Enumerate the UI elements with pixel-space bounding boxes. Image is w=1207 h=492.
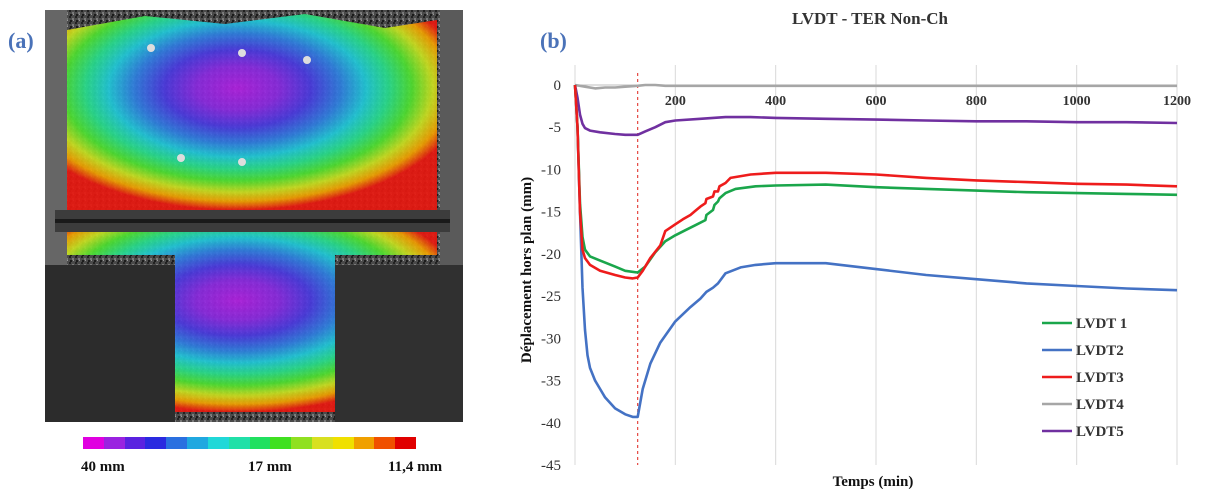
y-axis-label: Déplacement hors plan (mm) bbox=[519, 177, 535, 363]
displacement-field-svg bbox=[45, 10, 463, 422]
y-tick-label: -35 bbox=[541, 374, 561, 390]
colorbar-swatch bbox=[291, 437, 312, 449]
y-tick-label: -10 bbox=[541, 162, 561, 178]
colorbar-mid-label: 17 mm bbox=[248, 459, 292, 475]
colorbar-min-label: 40 mm bbox=[81, 459, 125, 475]
x-tick-label: 400 bbox=[765, 94, 786, 109]
colorbar-swatch bbox=[228, 437, 250, 449]
x-tick-label: 800 bbox=[966, 94, 987, 109]
colorbar-swatch bbox=[103, 437, 125, 449]
y-tick-label: -15 bbox=[541, 205, 561, 221]
colorbar-swatch bbox=[311, 437, 333, 449]
colorbar-max-label: 11,4 mm bbox=[388, 459, 443, 475]
panel-b-label: (b) bbox=[540, 28, 567, 53]
legend-label: LVDT5 bbox=[1076, 424, 1124, 440]
colorbar-swatch bbox=[249, 437, 271, 449]
y-tick-label: -20 bbox=[541, 247, 561, 263]
colorbar-swatch bbox=[353, 437, 375, 449]
colorbar bbox=[83, 437, 416, 449]
y-tick-label: -45 bbox=[541, 458, 561, 474]
series-line-lvdt2 bbox=[573, 84, 1178, 419]
colorbar-swatch bbox=[145, 437, 167, 449]
x-tick-label: 200 bbox=[665, 94, 686, 109]
y-tick-label: -5 bbox=[549, 120, 562, 136]
colorbar-swatch bbox=[124, 437, 146, 449]
colorbar-swatch bbox=[395, 437, 416, 449]
y-tick-label: -25 bbox=[541, 289, 561, 305]
displacement-field-image bbox=[45, 10, 463, 422]
y-tick-label: 0 bbox=[554, 78, 562, 94]
x-tick-label: 1200 bbox=[1163, 94, 1191, 109]
colorbar-swatch bbox=[83, 437, 104, 449]
chart-title: LVDT - TER Non-Ch bbox=[792, 9, 949, 28]
x-tick-label: 1000 bbox=[1063, 94, 1091, 109]
y-tick-label: -30 bbox=[541, 331, 561, 347]
series-line-lvdt4 bbox=[574, 83, 1177, 90]
colorbar-swatch bbox=[207, 437, 229, 449]
colorbar-swatch bbox=[270, 437, 292, 449]
colorbar-swatch bbox=[332, 437, 354, 449]
x-axis-label: Temps (min) bbox=[833, 474, 914, 490]
y-ticks: 0 -5 -10 -15 -20 -25 -30 -35 -40 -45 bbox=[541, 78, 561, 474]
x-ticks: 200 400 600 800 1000 1200 bbox=[665, 94, 1191, 109]
grid bbox=[574, 65, 1178, 465]
legend: LVDT 1 LVDT2 LVDT3 LVDT4 LVDT5 bbox=[1042, 316, 1127, 440]
colorbar-swatch bbox=[374, 437, 396, 449]
x-tick-label: 600 bbox=[866, 94, 887, 109]
lvdt-chart: LVDT - TER Non-Ch Temps (min) Déplacemen… bbox=[519, 9, 1191, 490]
panel-a-label: (a) bbox=[8, 28, 34, 53]
colorbar-swatch bbox=[166, 437, 188, 449]
legend-label: LVDT4 bbox=[1076, 397, 1124, 413]
y-tick-label: -40 bbox=[541, 416, 561, 432]
series-line-lvdt5 bbox=[573, 84, 1178, 137]
series-line-lvdt3 bbox=[573, 84, 1178, 280]
legend-label: LVDT2 bbox=[1076, 343, 1124, 359]
series-group bbox=[573, 83, 1178, 419]
legend-label: LVDT 1 bbox=[1076, 316, 1127, 332]
colorbar-swatch bbox=[187, 437, 208, 449]
series-line-lvdt-1 bbox=[573, 84, 1178, 274]
legend-label: LVDT3 bbox=[1076, 370, 1124, 386]
